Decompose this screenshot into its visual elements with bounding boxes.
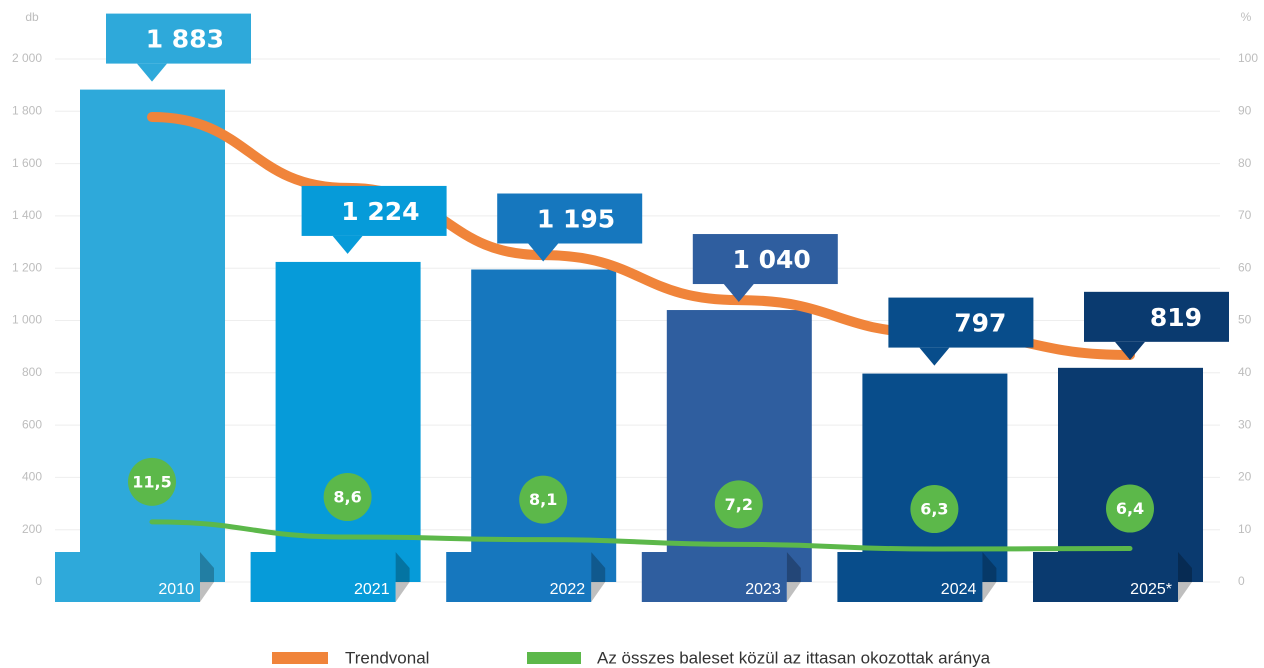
y2-tick-label: 20 (1238, 470, 1252, 484)
y2-tick-label: 90 (1238, 103, 1252, 117)
percent-badge (910, 485, 959, 534)
bar (666, 310, 812, 582)
value-box (888, 297, 1034, 348)
legend-label: Trendvonal (345, 648, 429, 667)
category-fold (395, 552, 410, 602)
value-pointer (723, 284, 754, 303)
x-tick-label: 2021 (354, 581, 390, 598)
y-tick-label: 800 (22, 365, 42, 379)
x-tick-label: 2024 (941, 581, 977, 598)
bar (80, 89, 225, 583)
y-tick-label: 1 200 (12, 260, 42, 274)
percent-badge (323, 473, 372, 522)
y-tick-label: 1 000 (12, 313, 42, 327)
y-tick-label: 600 (22, 417, 42, 431)
category-box (446, 552, 592, 602)
category-fold (591, 552, 606, 602)
value-label: 1 040 (733, 245, 811, 274)
y2-tick-label: 10 (1238, 522, 1252, 536)
legend-swatch (272, 652, 328, 664)
value-box (1084, 291, 1229, 342)
y2-tick-label: 80 (1238, 156, 1252, 170)
x-tick-label: 2022 (550, 581, 586, 598)
y-tick-label: 200 (22, 522, 42, 536)
value-pointer (528, 243, 559, 262)
value-box (301, 185, 447, 236)
category-fold (982, 552, 997, 602)
percent-badge (519, 475, 568, 524)
y2-tick-label: 0 (1238, 574, 1245, 588)
legend-swatch (527, 652, 581, 664)
category-fold (786, 552, 801, 602)
value-label: 797 (954, 309, 1006, 338)
y-tick-label: 1 400 (12, 208, 42, 222)
category-box (55, 552, 200, 602)
percent-label: 11,5 (132, 472, 171, 491)
y2-tick-label: 40 (1238, 365, 1252, 379)
percent-label: 6,4 (1116, 499, 1144, 518)
category-fold (1178, 552, 1192, 602)
value-label: 1 883 (146, 25, 224, 54)
value-label: 1 195 (537, 205, 615, 234)
y2-tick-label: 100 (1238, 51, 1258, 65)
value-label: 819 (1150, 303, 1202, 332)
value-box (497, 193, 643, 244)
y-tick-label: 1 800 (12, 103, 42, 117)
category-box (837, 552, 983, 602)
x-tick-label: 2025* (1130, 581, 1172, 598)
bar (471, 269, 617, 582)
percent-label: 7,2 (725, 495, 753, 514)
legend-label: Az összes baleset közül az ittasan okozo… (597, 648, 991, 667)
x-tick-label: 2010 (158, 581, 194, 598)
percent-badge (128, 457, 176, 506)
y-tick-label: 0 (35, 574, 42, 588)
category-box (1033, 552, 1178, 602)
y2-unit: % (1241, 10, 1252, 24)
value-box (692, 234, 838, 285)
percent-label: 8,1 (529, 490, 557, 509)
percent-label: 8,6 (333, 488, 361, 507)
category-box (641, 552, 787, 602)
percent-badge (1106, 484, 1154, 533)
line-series (149, 519, 1133, 552)
bar (275, 261, 421, 582)
value-pointer (1115, 341, 1145, 360)
y-tick-label: 2 000 (12, 51, 42, 65)
value-pointer (919, 347, 950, 366)
value-pointer (332, 235, 363, 254)
x-tick-label: 2023 (745, 581, 781, 598)
y2-tick-label: 60 (1238, 260, 1252, 274)
y-tick-label: 1 600 (12, 156, 42, 170)
percent-label: 6,3 (920, 500, 948, 519)
y2-tick-label: 50 (1238, 313, 1252, 327)
y2-tick-label: 30 (1238, 417, 1252, 431)
y-unit: db (25, 10, 39, 24)
percent-badge (714, 480, 763, 529)
value-label: 1 224 (341, 197, 419, 226)
category-fold (200, 552, 214, 602)
category-box (250, 552, 396, 602)
value-box (106, 13, 251, 64)
y2-tick-label: 70 (1238, 208, 1252, 222)
value-pointer (137, 63, 167, 82)
y-tick-label: 400 (22, 470, 42, 484)
